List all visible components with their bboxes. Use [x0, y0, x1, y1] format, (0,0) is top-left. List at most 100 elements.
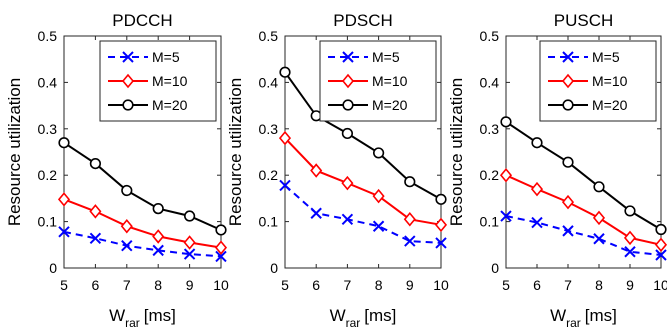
data-point — [500, 116, 512, 128]
data-point — [89, 158, 101, 170]
data-point — [341, 213, 354, 225]
x-tick-label: 10 — [433, 277, 449, 293]
y-axis-label: Resource utilization — [447, 78, 466, 226]
data-point — [562, 225, 574, 237]
legend-item: M=10 — [108, 73, 188, 89]
data-point — [121, 240, 133, 252]
data-point — [624, 205, 636, 217]
series-m-10 — [499, 167, 667, 253]
legend-label: M=10 — [152, 73, 188, 89]
x-tick-label: 9 — [186, 277, 194, 293]
data-point — [593, 181, 605, 193]
y-tick-label: 0.2 — [38, 167, 58, 183]
data-point — [655, 223, 667, 236]
data-point — [120, 218, 133, 234]
data-point — [215, 224, 227, 236]
legend-item: M=5 — [548, 49, 620, 65]
data-point — [404, 176, 416, 188]
y-axis-label: Resource utilization — [226, 78, 245, 226]
series-line — [505, 120, 662, 231]
series-line — [505, 215, 662, 256]
data-point — [434, 217, 448, 233]
y-tick-label: 0.5 — [38, 28, 58, 44]
legend-label: M=5 — [152, 49, 180, 65]
x-tick-label: 9 — [406, 277, 414, 293]
data-point — [562, 156, 574, 168]
legend-label: M=10 — [372, 73, 408, 89]
data-point — [403, 212, 416, 227]
data-point — [561, 194, 575, 210]
x-tick-label: 6 — [312, 277, 320, 293]
y-tick-label: 0.2 — [259, 167, 279, 183]
data-point — [624, 246, 636, 258]
legend-label: M=5 — [372, 49, 400, 65]
data-point — [89, 232, 102, 245]
data-point — [279, 179, 291, 192]
chart-title: PDCCH — [112, 11, 172, 30]
series-m-20 — [500, 116, 667, 236]
y-tick-label: 0 — [270, 260, 278, 276]
legend-marker — [342, 51, 354, 63]
y-tick-label: 0.3 — [38, 121, 58, 137]
legend-item: M=20 — [328, 97, 408, 113]
x-axis-label-unit: [ms] — [364, 306, 396, 325]
legend-item: M=20 — [548, 97, 628, 113]
y-tick-label: 0.2 — [480, 167, 500, 183]
x-axis-label: Wrar [ms] — [550, 306, 617, 330]
x-tick-label: 6 — [92, 277, 100, 293]
data-point — [404, 235, 416, 247]
series-m-10 — [278, 130, 448, 233]
series-m-5 — [58, 226, 227, 263]
data-point — [310, 163, 323, 178]
x-tick-label: 7 — [123, 277, 131, 293]
data-point — [310, 207, 322, 219]
legend-item: M=5 — [108, 49, 180, 65]
x-axis-label-subscript: rar — [125, 316, 140, 330]
data-point — [372, 188, 385, 204]
x-tick-label: 5 — [281, 277, 289, 293]
legend-marker — [561, 73, 575, 89]
data-point — [183, 235, 196, 250]
data-point — [214, 240, 228, 255]
y-tick-label: 0.3 — [259, 121, 279, 137]
x-axis-label: Wrar [ms] — [109, 306, 176, 330]
data-point — [531, 137, 543, 149]
legend: M=5 M=10 M=20 — [319, 40, 437, 122]
series-line — [63, 230, 222, 258]
chart-panel-2: PUSCH 0 0.1 0.2 0.3 0.4 0.5 5 6 7 8 9 10 Resource uti… — [447, 11, 667, 330]
data-point — [435, 193, 447, 205]
legend-label: M=5 — [592, 49, 620, 65]
x-tick-label: 10 — [213, 277, 229, 293]
y-tick-label: 0.5 — [259, 28, 279, 44]
legend-marker — [122, 99, 134, 111]
chart-title: PDSCH — [333, 11, 393, 30]
legend-marker — [562, 99, 574, 111]
legend-item: M=10 — [328, 73, 408, 89]
legend-item: M=10 — [548, 73, 628, 89]
legend-label: M=10 — [592, 73, 628, 89]
chart-title: PUSCH — [554, 11, 614, 30]
data-point — [152, 229, 165, 244]
data-point — [58, 226, 70, 238]
data-point — [435, 237, 447, 249]
legend-marker — [122, 51, 134, 63]
series-line — [284, 71, 442, 201]
series-m-20 — [58, 137, 227, 236]
data-point — [341, 175, 354, 191]
chart-panel-0: PDCCH 0 0.1 0.2 0.3 0.4 0.5 5 6 7 8 9 10 Resource uti… — [5, 11, 229, 330]
data-point — [89, 204, 102, 219]
x-tick-label: 7 — [344, 277, 352, 293]
series-m-5 — [279, 179, 447, 249]
x-tick-label: 8 — [595, 277, 603, 293]
data-point — [121, 184, 133, 197]
y-tick-label: 0.1 — [480, 214, 500, 230]
y-tick-label: 0 — [49, 260, 57, 276]
data-point — [530, 181, 544, 197]
data-point — [58, 137, 70, 149]
series-m-5 — [500, 210, 667, 261]
x-tick-label: 8 — [154, 277, 162, 293]
legend-marker — [341, 73, 355, 89]
y-tick-label: 0.3 — [480, 121, 500, 137]
legend-label: M=20 — [592, 97, 628, 113]
